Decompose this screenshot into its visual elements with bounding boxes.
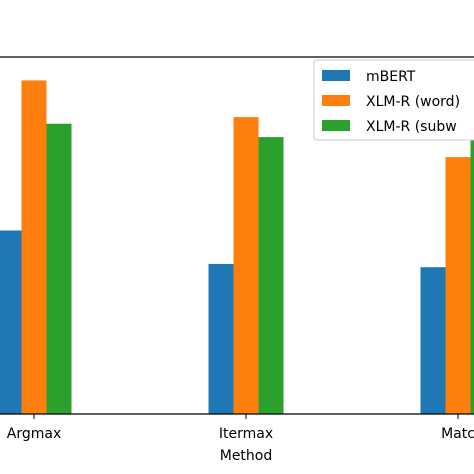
x-tick-label: Argmax	[7, 426, 61, 442]
legend-label: mBERT	[366, 69, 416, 85]
bars-layer	[0, 80, 474, 415]
bar-xlm-r-subw-itermax	[258, 137, 284, 414]
legend-swatch	[322, 95, 350, 106]
bar-xlm-r-subw-matc	[470, 140, 474, 414]
bar-xlm-r-word-argmax	[21, 80, 47, 415]
legend-label: XLM-R (word)	[366, 94, 460, 110]
legend-items: mBERT XLM-R (word) XLM-R (subw	[322, 69, 460, 135]
legend: mBERT XLM-R (word) XLM-R (subw	[313, 59, 474, 141]
x-tick-label: Matc	[441, 426, 474, 442]
legend-label: XLM-R (subw	[366, 119, 457, 135]
bar-mbert-itermax	[208, 263, 234, 414]
x-ticks-layer: Argmax Itermax Matc	[7, 414, 474, 442]
bar-xlm-r-word-matc	[445, 157, 471, 414]
x-axis-label: Method	[220, 448, 273, 464]
bar-xlm-r-subw-argmax	[46, 123, 72, 414]
bar-xlm-r-word-itermax	[233, 117, 259, 414]
bar-mbert-matc	[420, 267, 446, 414]
bar-mbert-argmax	[0, 230, 22, 414]
axes-layer	[0, 56, 474, 415]
legend-swatch	[322, 120, 350, 131]
legend-swatch	[322, 70, 350, 81]
x-tick-label: Itermax	[219, 426, 273, 442]
legend-box	[313, 59, 474, 141]
